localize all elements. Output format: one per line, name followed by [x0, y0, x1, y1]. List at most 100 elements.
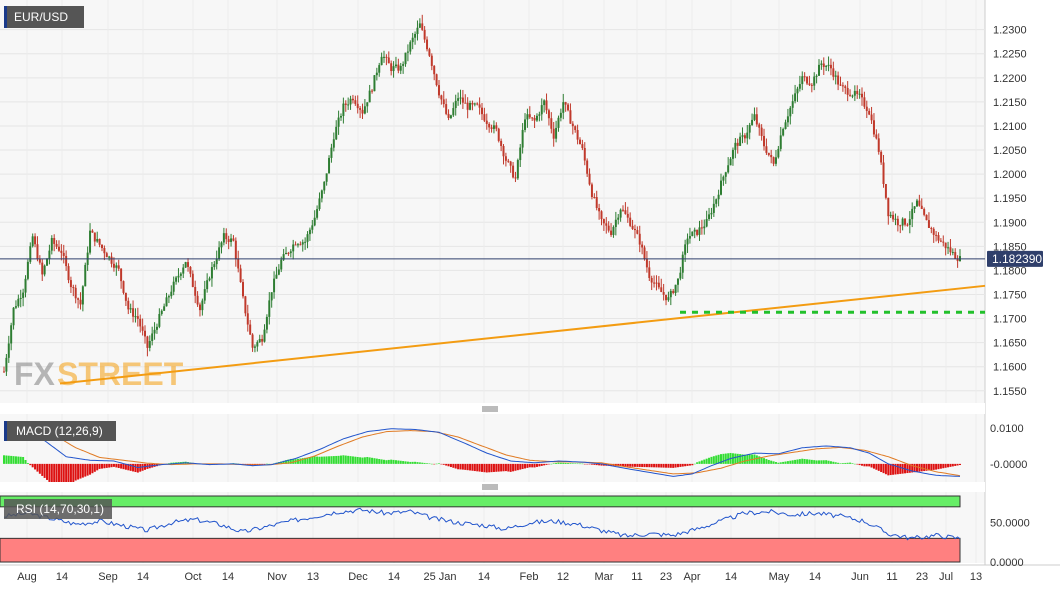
macd-hist-bar [466, 463, 469, 471]
macd-hist-bar [908, 463, 911, 473]
candle-body [758, 124, 761, 128]
candle-body [282, 254, 285, 260]
macd-hist-bar [330, 456, 333, 464]
candle-body [454, 100, 457, 109]
candle-body [127, 300, 130, 310]
candle-body [258, 338, 261, 343]
candle-body [552, 128, 555, 139]
splitter-handle-1[interactable] [0, 403, 985, 414]
candle-body [617, 217, 620, 220]
candle-body [79, 299, 82, 305]
candle-body [339, 116, 342, 118]
candle-body [777, 148, 780, 158]
macd-hist-bar [808, 459, 811, 464]
price-title-badge[interactable]: EUR/USD [4, 6, 84, 28]
candle-body [722, 176, 725, 181]
candle-body [485, 120, 488, 124]
candle-body [925, 214, 928, 221]
candle-body [328, 157, 331, 174]
macd-hist-bar [676, 463, 679, 468]
candle-body [846, 87, 849, 95]
macd-hist-bar [89, 463, 92, 475]
candle-body [954, 252, 957, 259]
candle-body [351, 98, 354, 101]
candle-body [705, 219, 708, 227]
y-tick-label: 1.1650 [993, 338, 1027, 350]
candle-body [41, 262, 44, 275]
splitter-handle-2[interactable] [0, 482, 985, 492]
candle-body [870, 114, 873, 121]
candle-body [715, 199, 718, 204]
candle-body [590, 184, 593, 198]
macd-hist-bar [50, 463, 53, 484]
y-tick-label: 1.1950 [993, 193, 1027, 205]
candle-body [5, 357, 8, 372]
candle-body [708, 214, 711, 220]
candle-body [198, 304, 201, 311]
candle-body [411, 37, 414, 43]
candle-body [820, 63, 823, 65]
macd-hist-bar [555, 462, 558, 464]
y-tick-label: 1.1550 [993, 386, 1027, 398]
candle-body [755, 114, 758, 125]
candle-body [215, 258, 218, 265]
candle-body [564, 102, 567, 105]
candle-body [423, 29, 426, 40]
candle-body [939, 240, 942, 242]
macd-hist-bar [665, 463, 668, 468]
candle-body [650, 277, 653, 283]
macd-hist-bar [502, 463, 505, 472]
macd-hist-bar [655, 463, 658, 468]
macd-hist-bar [509, 463, 512, 472]
candle-body [849, 94, 852, 96]
candle-body [155, 326, 158, 330]
macd-hist-bar [464, 463, 467, 470]
candle-body [81, 286, 84, 305]
candle-body [519, 147, 522, 161]
candle-body [798, 84, 801, 89]
candle-body [323, 181, 326, 191]
candle-body [791, 101, 794, 108]
macd-hist-bar [347, 455, 350, 464]
macd-hist-bar [772, 461, 775, 464]
macd-hist-bar [815, 460, 818, 464]
macd-hist-bar [679, 463, 682, 467]
macd-hist-bar [36, 463, 39, 472]
candle-body [543, 100, 546, 106]
candle-body [134, 316, 137, 318]
macd-hist-bar [308, 457, 311, 464]
candle-body [141, 326, 144, 331]
macd-title-badge[interactable]: MACD (12,26,9) [4, 421, 116, 441]
x-tick-label: 14 [222, 571, 234, 583]
candle-body [115, 265, 118, 268]
candle-body [626, 213, 629, 218]
macd-hist-bar [318, 456, 321, 464]
candle-body [605, 223, 608, 226]
candle-body [794, 93, 797, 102]
candle-body [679, 272, 682, 279]
candle-body [437, 85, 440, 96]
candle-body [387, 57, 390, 64]
macd-hist-bar [571, 463, 574, 464]
macd-hist-bar [720, 454, 722, 464]
macd-hist-bar [454, 463, 457, 469]
candle-body [359, 108, 362, 110]
x-tick-label: 11 [631, 571, 642, 583]
y-tick-label: 1.2250 [993, 49, 1027, 61]
macd-hist-bar [588, 463, 591, 465]
candle-body [261, 338, 264, 342]
macd-hist-bar [387, 459, 390, 464]
rsi-title-badge[interactable]: RSI (14,70,30,1) [4, 499, 112, 519]
macd-hist-bar [947, 463, 950, 468]
macd-hist-bar [712, 456, 715, 464]
macd-hist-bar [794, 459, 797, 464]
x-tick-label: Feb [520, 571, 539, 583]
macd-hist-bar [136, 463, 139, 473]
candle-body [796, 88, 799, 94]
candle-body [402, 64, 405, 66]
candle-body [839, 84, 842, 86]
candle-body [631, 225, 634, 229]
candle-body [268, 300, 271, 317]
candle-body [918, 200, 921, 206]
candle-body [653, 282, 656, 284]
